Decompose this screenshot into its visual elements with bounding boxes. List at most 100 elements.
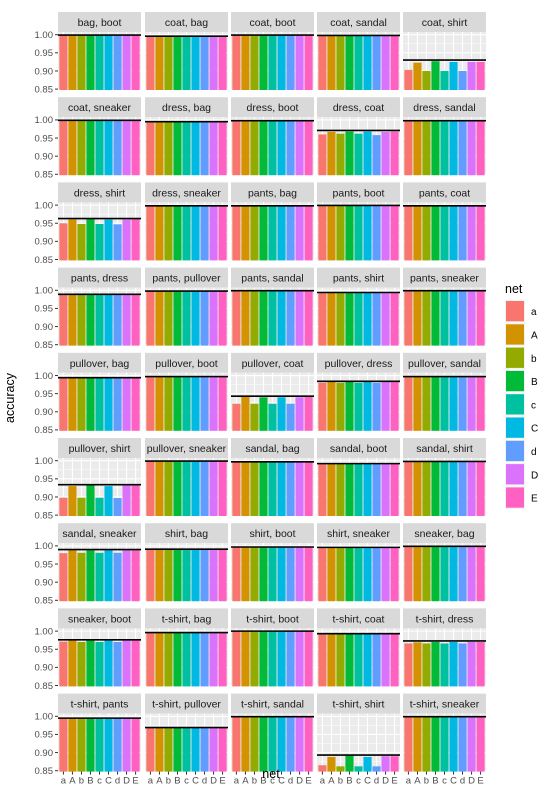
bar bbox=[113, 641, 122, 687]
facet-strip-label: pullover, coat bbox=[242, 358, 304, 370]
bar bbox=[173, 727, 182, 772]
facet-panel: sandal, boot bbox=[317, 438, 400, 516]
bar bbox=[381, 131, 390, 176]
bar bbox=[146, 549, 155, 602]
bar bbox=[381, 463, 390, 516]
bar bbox=[164, 122, 173, 176]
y-tick-label: 0.95 bbox=[35, 133, 54, 144]
bar bbox=[131, 550, 140, 602]
facet-strip bbox=[145, 97, 228, 118]
bar bbox=[458, 461, 467, 516]
legend-key bbox=[506, 440, 524, 462]
bar bbox=[164, 206, 173, 261]
bar bbox=[200, 461, 209, 516]
facet-strip-label: pants, shirt bbox=[333, 273, 384, 285]
facet-strip bbox=[317, 438, 400, 458]
bar bbox=[327, 634, 336, 687]
x-tick-label: C bbox=[364, 776, 371, 785]
x-tick-label: c bbox=[184, 776, 189, 785]
x-tick-label: D bbox=[382, 776, 389, 785]
bar bbox=[155, 122, 164, 176]
bar bbox=[104, 550, 113, 602]
bar bbox=[268, 547, 277, 602]
bar bbox=[372, 135, 381, 176]
bar bbox=[345, 463, 354, 516]
x-tick-label: B bbox=[87, 776, 93, 785]
y-tick-label: 0.95 bbox=[35, 730, 54, 741]
facet-strip-label: pullover, dress bbox=[325, 358, 393, 370]
facet-panel: dress, bag bbox=[145, 97, 228, 176]
bar bbox=[304, 547, 313, 602]
bar bbox=[155, 549, 164, 602]
bar bbox=[449, 206, 458, 261]
bar bbox=[77, 641, 86, 687]
facet-panel: dress, coat bbox=[317, 97, 400, 176]
bar bbox=[363, 35, 372, 90]
bar bbox=[345, 35, 354, 90]
bar bbox=[476, 717, 485, 772]
bar bbox=[241, 206, 250, 261]
bar bbox=[104, 718, 113, 772]
bar bbox=[363, 292, 372, 346]
bar bbox=[155, 376, 164, 431]
bar bbox=[422, 461, 431, 516]
bar bbox=[122, 640, 131, 687]
bar bbox=[413, 461, 422, 516]
y-tick-label: 1.00 bbox=[35, 456, 54, 467]
facet-strip bbox=[317, 182, 400, 203]
bar bbox=[182, 632, 191, 687]
bar bbox=[431, 291, 440, 346]
bar bbox=[286, 206, 295, 261]
bar bbox=[304, 121, 313, 176]
bar bbox=[372, 382, 381, 431]
bar bbox=[182, 291, 191, 346]
bar bbox=[318, 765, 327, 772]
bar bbox=[277, 631, 286, 687]
bar bbox=[191, 549, 200, 602]
bar bbox=[259, 462, 268, 516]
x-tick-label: a bbox=[148, 776, 154, 785]
facet-strip bbox=[403, 523, 486, 544]
bar bbox=[146, 36, 155, 90]
bar bbox=[476, 461, 485, 516]
bar bbox=[354, 205, 363, 261]
bar bbox=[250, 631, 259, 687]
bar bbox=[232, 717, 241, 772]
bar bbox=[390, 756, 399, 772]
bar bbox=[146, 727, 155, 772]
x-tick-label: C bbox=[278, 776, 285, 785]
bar bbox=[131, 378, 140, 431]
facet-strip bbox=[58, 12, 141, 32]
facet-strip-label: dress, bag bbox=[162, 102, 211, 114]
facet-panel: pants, boot bbox=[317, 182, 400, 261]
facet-panel: pullover, shirt 0.85 0.90 0.95 1.00 bbox=[35, 438, 141, 521]
bar bbox=[372, 463, 381, 516]
facet-strip bbox=[145, 182, 228, 203]
bar bbox=[363, 547, 372, 602]
facet-strip bbox=[58, 523, 141, 544]
bar bbox=[404, 376, 413, 431]
facet-panel: coat, sandal bbox=[317, 12, 400, 90]
bar bbox=[86, 640, 95, 687]
bar bbox=[104, 294, 113, 346]
bar bbox=[422, 291, 431, 346]
y-tick-label: 0.95 bbox=[35, 645, 54, 656]
y-tick-label: 1.00 bbox=[35, 371, 54, 382]
legend-label: d bbox=[531, 447, 537, 458]
bar bbox=[232, 631, 241, 687]
bar bbox=[404, 121, 413, 176]
bar bbox=[381, 35, 390, 90]
bar bbox=[390, 547, 399, 602]
bar bbox=[104, 219, 113, 261]
bar bbox=[476, 121, 485, 176]
y-tick-label: 0.85 bbox=[35, 596, 54, 607]
facet-panel: shirt, boot bbox=[231, 523, 314, 602]
bar bbox=[431, 376, 440, 431]
facet-panel: dress, sandal bbox=[403, 97, 486, 176]
bar bbox=[241, 121, 250, 176]
bar bbox=[191, 376, 200, 431]
bar bbox=[122, 35, 131, 90]
bar bbox=[304, 291, 313, 346]
bar bbox=[59, 497, 68, 516]
